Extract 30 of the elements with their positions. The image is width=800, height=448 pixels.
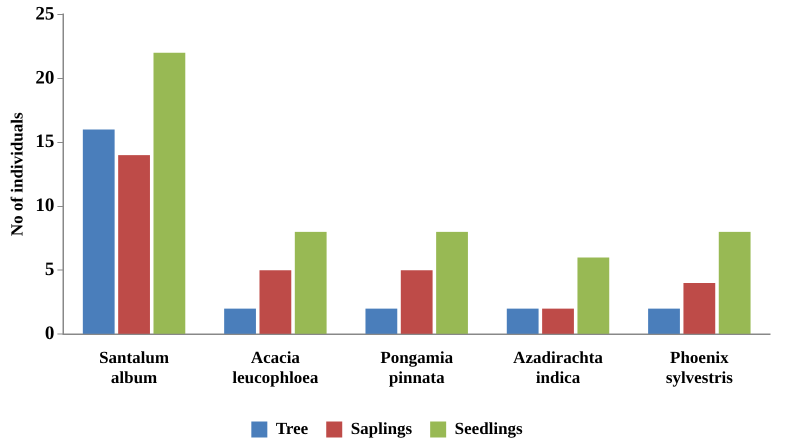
bar — [542, 308, 574, 334]
legend-label: Saplings — [350, 418, 413, 438]
bar — [400, 270, 433, 334]
bar — [118, 155, 150, 334]
x-tick-label: Pongamia pinnata — [380, 348, 454, 388]
x-tick-label: Azadirachta indica — [513, 348, 604, 388]
bar — [718, 232, 751, 334]
x-tick-label: Santalum album — [99, 348, 170, 388]
bar — [436, 232, 468, 334]
x-tick-label: Phoenix sylvestris — [666, 348, 734, 388]
y-tick-label: 10 — [35, 195, 54, 216]
legend-label: Tree — [276, 418, 309, 438]
y-tick-label: 15 — [35, 131, 54, 152]
legend-label: Seedlings — [454, 418, 524, 438]
bar — [577, 257, 610, 334]
bar — [648, 308, 680, 334]
y-tick-label: 20 — [35, 67, 54, 88]
bar — [259, 270, 292, 334]
y-tick-label: 5 — [44, 259, 54, 280]
bar — [365, 308, 398, 334]
bar — [153, 52, 186, 334]
bar — [224, 308, 256, 334]
bar — [683, 283, 716, 334]
y-tick-label: 25 — [35, 3, 54, 24]
bar — [82, 130, 115, 334]
y-tick-label: 0 — [44, 323, 54, 344]
y-axis-title: No of individuals — [8, 112, 27, 236]
bar — [294, 232, 327, 334]
bar — [506, 308, 539, 334]
x-tick-label: Acacia leucophloea — [232, 348, 319, 388]
